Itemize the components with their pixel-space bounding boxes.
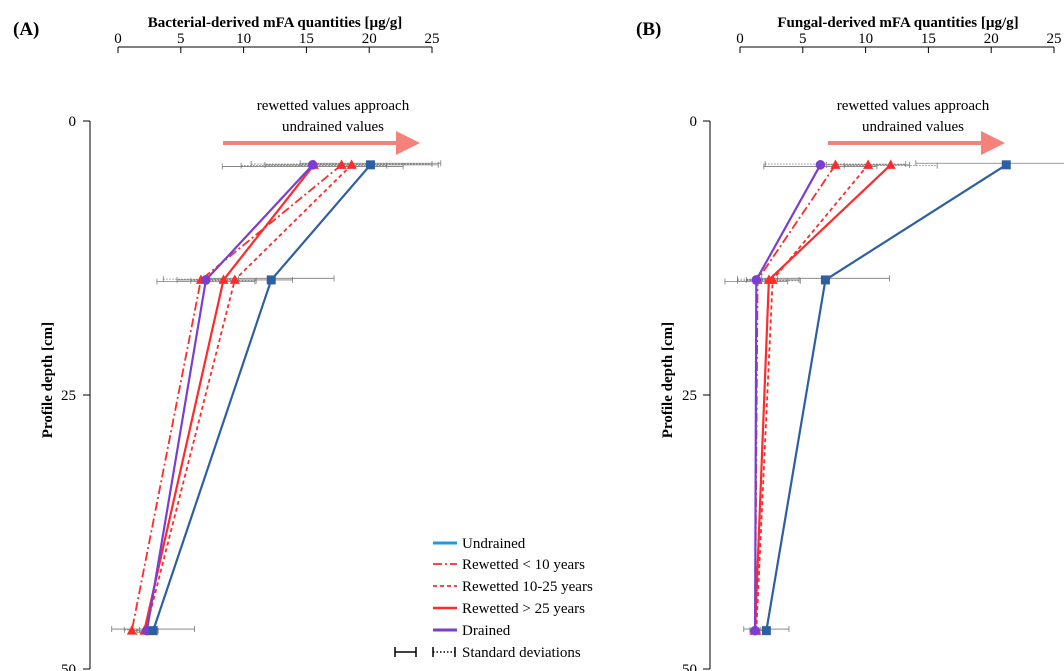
panel-b-x-tick-label: 25 [1047,31,1062,47]
legend-swatch-std-dotted [432,647,456,657]
panel-b-point-drained [750,625,760,636]
panel-b-point-drained [751,275,762,285]
panel-a-x-tick-label: 5 [177,31,185,47]
panel-b-x-tick-label: 5 [799,31,807,47]
panel-b-y-tick-label: 25 [682,388,697,404]
panel-a-point-undrained [365,160,375,170]
panel-a-chart: (A) Bacterial-derived mFA quantities [µg… [13,15,442,671]
panel-b-annotation-line2: undrained values [862,119,964,135]
panel-a-point-rewetted-25-years [218,274,229,284]
panel-a-x-tick-label: 20 [362,31,377,47]
panel-a-annotation-line1: rewetted values approach [257,98,410,114]
panel-b-point-undrained [820,275,830,285]
panel-a-point-undrained [266,275,276,285]
legend-swatch-std-solid [394,647,417,657]
panel-a-point-undrained [148,626,158,636]
legend-label-drained: Drained [462,623,511,639]
legend-label-std: Standard deviations [462,645,581,661]
panel-b-point-undrained [1001,160,1011,170]
panel-b-point-rewetted-10-years [830,159,841,169]
panel-b-x-tick-label: 0 [736,31,744,47]
panel-a-label: (A) [13,19,39,40]
legend-label-rewetted-10-25: Rewetted 10-25 years [462,579,593,595]
panel-b-series-line-undrained [765,163,1007,631]
panel-a-point-rewetted-10-25-years [346,159,357,169]
panel-b-series-line-rewetted-10-25-years [755,164,869,631]
panel-a-y-tick-label: 50 [61,662,76,671]
panel-a-ylabel: Profile depth [cm] [40,322,56,438]
panel-a-x-tick-label: 25 [425,31,440,47]
panel-b-point-drained [815,160,826,170]
panel-a-point-drained [307,160,318,170]
panel-a-y-tick-label: 25 [61,388,76,404]
panel-b-point-undrained [761,626,771,636]
panel-b-ylabel: Profile depth [cm] [660,322,676,438]
panel-b-y-tick-label: 50 [682,662,697,671]
panel-a-series-line-rewetted-10-years [130,164,343,631]
panel-a-point-rewetted-10-25-years [229,274,240,284]
panel-b-chart: (B) Fungal-derived mFA quantities [µg/g]… [636,15,1064,671]
panel-a-point-rewetted-10-years [336,159,347,169]
panel-b-annotation-line1: rewetted values approach [837,98,990,114]
panel-b-point-rewetted-25-years [885,159,896,169]
panel-b-point-rewetted-10-25-years [863,159,874,169]
panel-b-x-tick-label: 10 [858,31,873,47]
panel-a-annotation-line2: undrained values [282,119,384,135]
panel-b-x-tick-label: 15 [921,31,936,47]
panel-a-x-tick-label: 0 [114,31,122,47]
panel-b-label: (B) [636,19,661,40]
panel-b-error-bars [724,160,1064,636]
panel-b-x-tick-label: 20 [984,31,999,47]
panel-a-point-drained [201,275,211,285]
legend-label-rewetted-gt25: Rewetted > 25 years [462,601,585,617]
panel-b-title: Fungal-derived mFA quantities [µg/g] [777,15,1018,31]
panel-b-y-tick-label: 0 [690,114,698,130]
panel-a-series-line-drained [145,164,314,631]
panel-a-series-line-rewetted-25-years [143,164,315,631]
legend-label-undrained: Undrained [462,536,526,552]
panel-a-point-rewetted-10-years [126,625,137,635]
panel-a-error-bars [111,160,442,636]
panel-b-point-rewetted-25-years [763,274,774,284]
legend-label-rewetted-lt10: Rewetted < 10 years [462,557,585,573]
panel-a-y-tick-label: 0 [69,114,77,130]
panel-a-x-tick-label: 10 [236,31,251,47]
panel-a-title: Bacterial-derived mFA quantities [µg/g] [148,15,403,31]
panel-b-series-line-rewetted-25-years [753,164,892,631]
panel-a-x-tick-label: 15 [299,31,314,47]
legend: Undrained Rewetted < 10 years Rewetted 1… [394,536,593,661]
